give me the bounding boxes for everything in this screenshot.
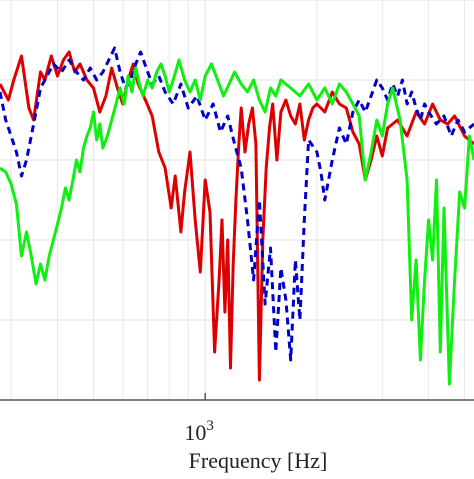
series-layer bbox=[0, 46, 474, 386]
x-tick-label-base: 10 bbox=[184, 420, 206, 445]
series-line-2 bbox=[0, 46, 474, 362]
x-axis-title: Frequency [Hz] bbox=[189, 448, 328, 473]
x-tick-label: 103 bbox=[184, 418, 214, 445]
tick-layer: 103 bbox=[184, 393, 214, 445]
x-tick-label-exponent: 3 bbox=[206, 418, 214, 434]
series-line-1 bbox=[0, 50, 474, 382]
series-line-3 bbox=[0, 58, 474, 386]
